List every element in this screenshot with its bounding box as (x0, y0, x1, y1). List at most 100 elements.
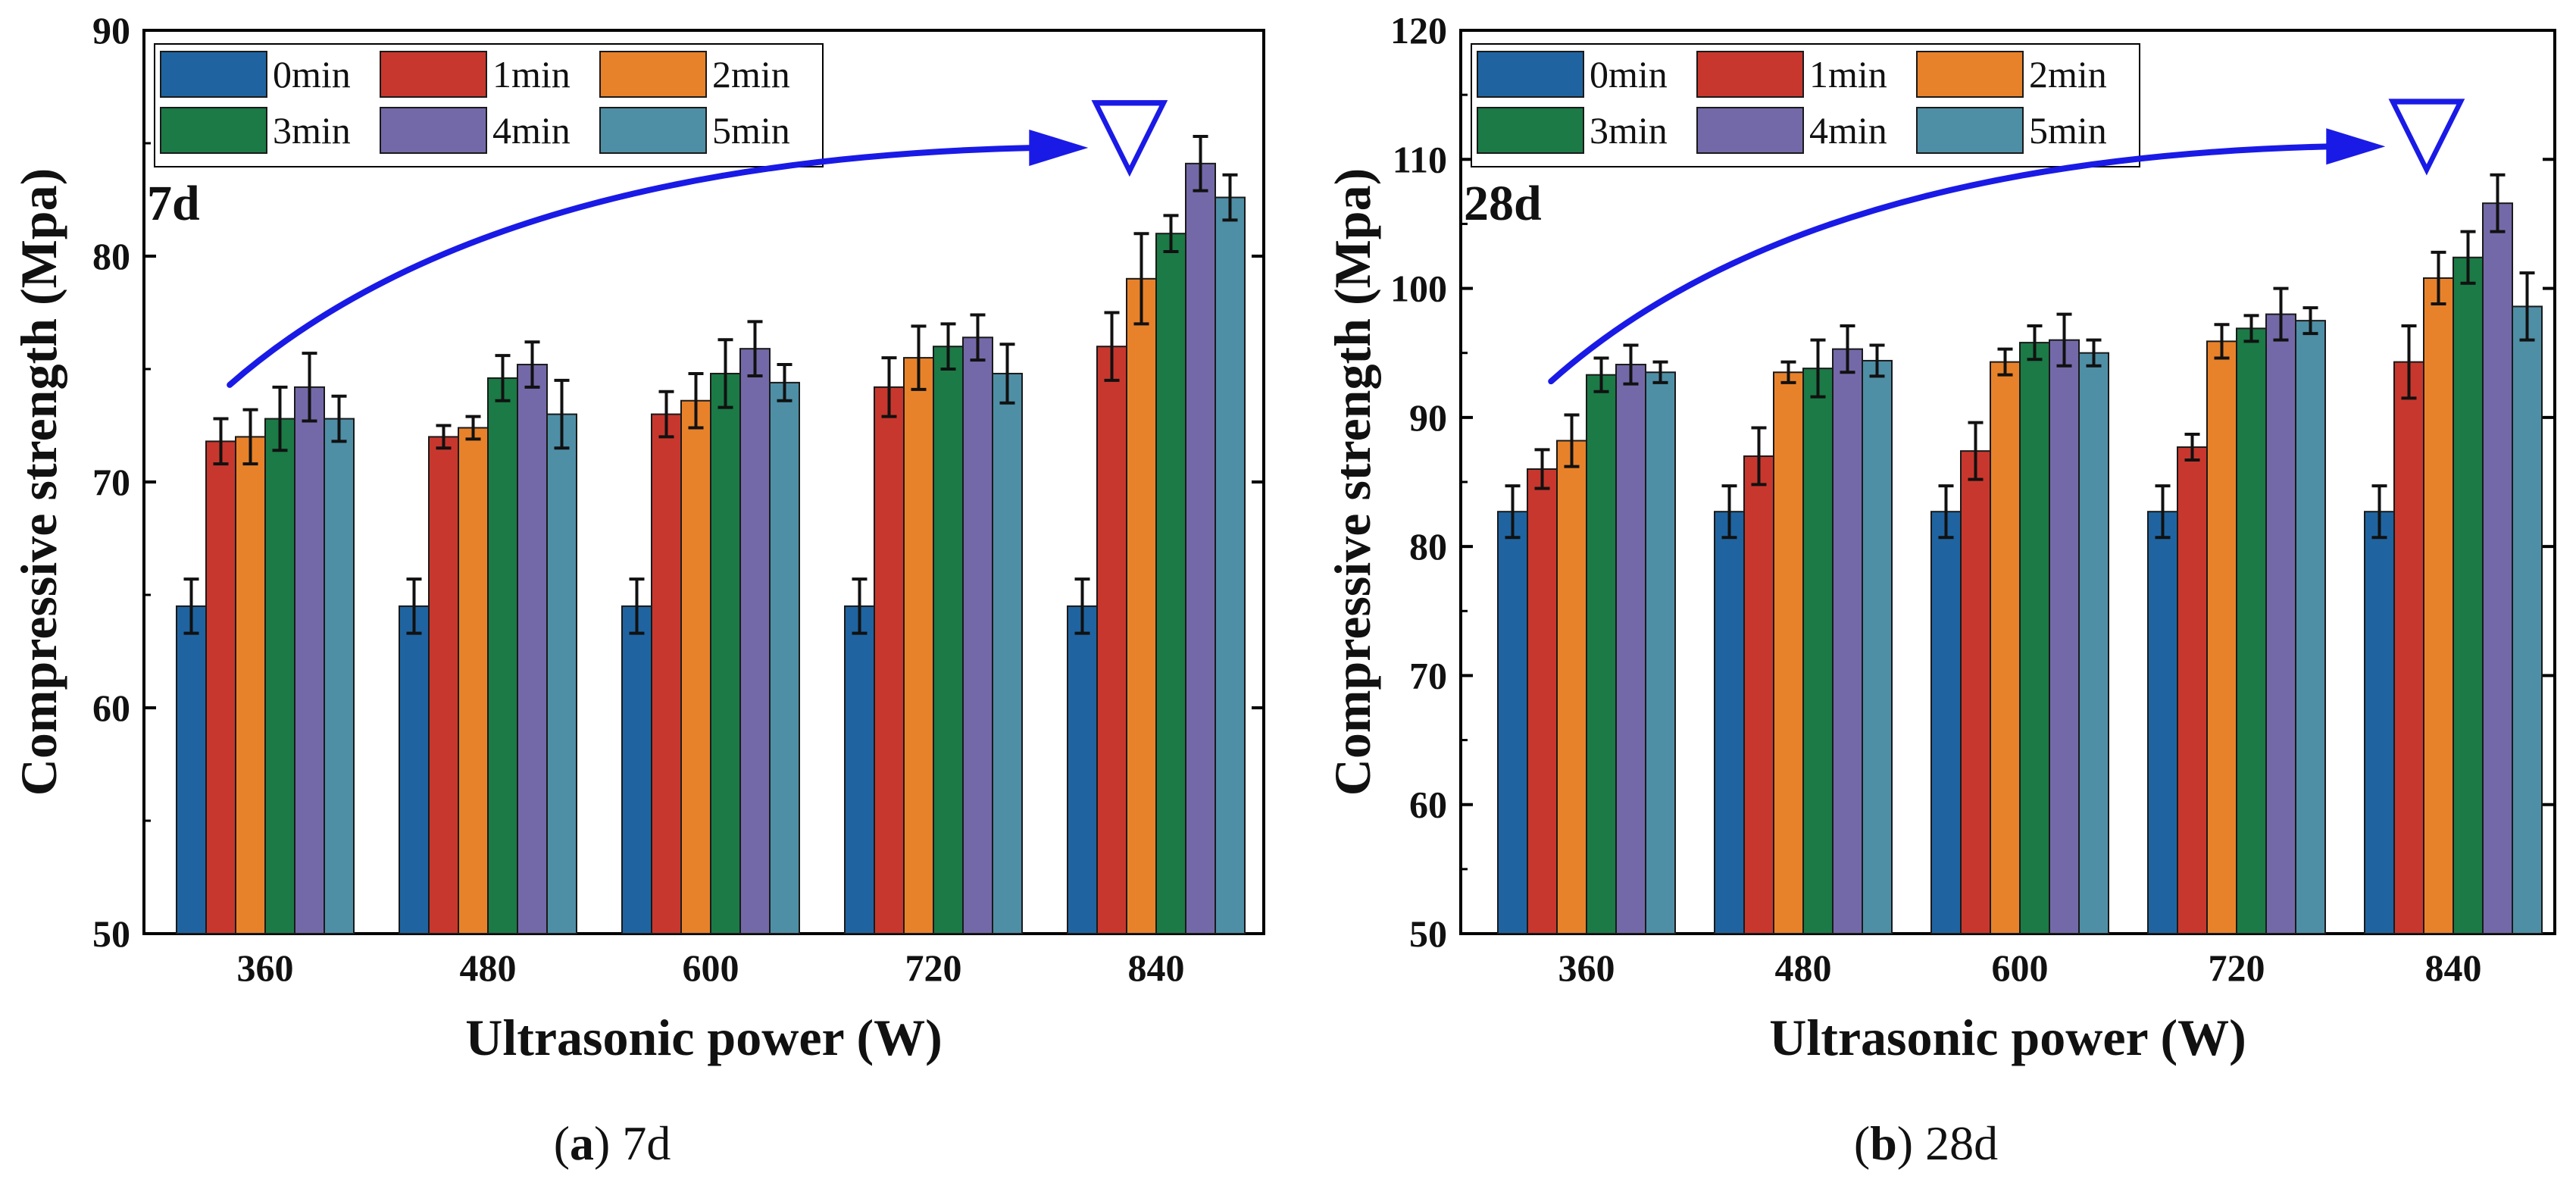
error-bar-0min-720 (852, 577, 868, 635)
error-bar-5min-360 (331, 394, 347, 443)
error-bar-3min-840 (2460, 230, 2476, 285)
y-tick-label: 100 (1390, 268, 1447, 310)
bar-2min-480 (458, 427, 489, 934)
bar-0min-840 (2364, 511, 2395, 934)
error-bar-4min-720 (970, 313, 986, 362)
error-bar-1min-480 (436, 424, 452, 450)
error-bar-2min-480 (1780, 360, 1796, 384)
x-axis-title: Ultrasonic power (W) (1769, 1009, 2246, 1066)
error-bar-1min-600 (658, 390, 674, 439)
bar-4min-360 (294, 386, 325, 934)
x-tick-label: 360 (1558, 947, 1615, 989)
error-bar-4min-360 (302, 352, 317, 423)
bar-5min-360 (324, 418, 355, 934)
legend-swatch-5min (599, 107, 707, 154)
legend-label-1min: 1min (1809, 53, 1887, 95)
legend-label-2min: 2min (2029, 53, 2107, 95)
error-bar-3min-720 (940, 322, 956, 371)
bar-2min-720 (2206, 340, 2237, 935)
error-bar-0min-840 (1074, 577, 1090, 635)
legend-swatch-3min (160, 107, 267, 154)
bar-5min-840 (1215, 196, 1246, 934)
legend-label-3min: 3min (1590, 109, 1668, 152)
error-bar-0min-360 (183, 577, 199, 635)
y-tick-label: 60 (92, 687, 130, 729)
bar-2min-840 (2423, 277, 2454, 935)
bar-4min-600 (2049, 339, 2080, 934)
bar-2min-600 (680, 399, 711, 934)
bar-3min-600 (710, 372, 741, 934)
y-tick-label: 90 (92, 9, 130, 52)
y-tick-label: 80 (92, 235, 130, 277)
bar-5min-360 (1645, 371, 1676, 934)
bar-5min-720 (2295, 320, 2326, 934)
error-bar-5min-600 (777, 363, 792, 402)
error-bar-1min-360 (213, 417, 229, 466)
error-bar-4min-480 (524, 340, 540, 389)
panel-label: 28d (1464, 176, 1542, 231)
bar-0min-360 (1497, 511, 1528, 934)
legend-swatch-3min (1477, 107, 1584, 154)
bar-3min-600 (2019, 342, 2050, 934)
bar-1min-600 (651, 413, 682, 934)
trend-arrow-head (2326, 128, 2386, 165)
error-bar-4min-720 (2273, 286, 2289, 342)
error-bar-0min-480 (406, 577, 422, 635)
error-bar-2min-840 (2431, 250, 2446, 306)
bar-2min-360 (1556, 440, 1587, 934)
x-tick-label: 480 (1775, 947, 1832, 989)
legend-label-0min: 0min (273, 53, 351, 95)
error-bar-4min-840 (1193, 135, 1208, 192)
bar-1min-360 (1527, 468, 1558, 934)
bar-5min-480 (546, 413, 577, 934)
bar-1min-720 (874, 386, 905, 934)
x-tick-label: 840 (2425, 947, 2482, 989)
error-bar-5min-360 (1652, 360, 1668, 384)
error-bar-3min-600 (2027, 324, 2043, 361)
error-bar-2min-600 (1997, 347, 2013, 377)
error-bar-5min-720 (999, 343, 1015, 405)
bar-1min-840 (1096, 346, 1127, 934)
legend-swatch-0min (1477, 51, 1584, 98)
y-axis-title: Compressive strength (Mpa) (10, 168, 67, 796)
error-bar-2min-360 (1564, 413, 1580, 468)
trend-arrow-head (1029, 129, 1089, 166)
bar-0min-360 (176, 605, 207, 935)
bar-3min-480 (487, 377, 518, 935)
y-tick-label: 60 (1409, 784, 1447, 826)
y-tick-label: 70 (92, 461, 130, 503)
bar-1min-480 (428, 436, 459, 934)
bar-0min-480 (1714, 511, 1745, 934)
bar-5min-480 (1862, 359, 1893, 934)
error-bar-2min-600 (688, 371, 704, 430)
bar-3min-840 (1155, 233, 1186, 934)
error-bar-5min-840 (2519, 271, 2535, 342)
x-tick-label: 480 (460, 947, 517, 989)
panel-label: 7d (147, 176, 200, 231)
y-tick-label: 120 (1390, 9, 1447, 52)
error-bar-5min-480 (554, 378, 570, 450)
legend-swatch-5min (1916, 107, 2024, 154)
bar-4min-720 (2265, 313, 2296, 934)
bar-1min-360 (205, 440, 236, 934)
panel-a-7d: 50 60 70 80 90 360 480 600 720 840 Ultrasonic powe… (10, 9, 1265, 1066)
bar-3min-360 (264, 418, 295, 934)
legend-label-0min: 0min (1590, 53, 1668, 95)
legend-swatch-1min (380, 51, 487, 98)
y-tick-label: 50 (1409, 912, 1447, 955)
y-tick-label: 90 (1409, 396, 1447, 439)
bar-2min-720 (903, 357, 934, 935)
bar-4min-480 (1832, 348, 1863, 934)
legend-label-4min: 4min (492, 109, 571, 152)
bar-0min-720 (2147, 511, 2178, 934)
error-bar-0min-480 (1721, 484, 1737, 540)
bar-2min-480 (1773, 371, 1804, 934)
peak-marker-triangle: ▽ (1091, 75, 1168, 186)
error-bar-4min-360 (1623, 343, 1639, 386)
error-bar-4min-600 (747, 320, 763, 377)
bar-1min-600 (1960, 450, 1991, 934)
y-tick-label: 110 (1393, 138, 1447, 180)
bar-4min-840 (1185, 162, 1216, 934)
x-tick-label: 840 (1128, 947, 1185, 989)
